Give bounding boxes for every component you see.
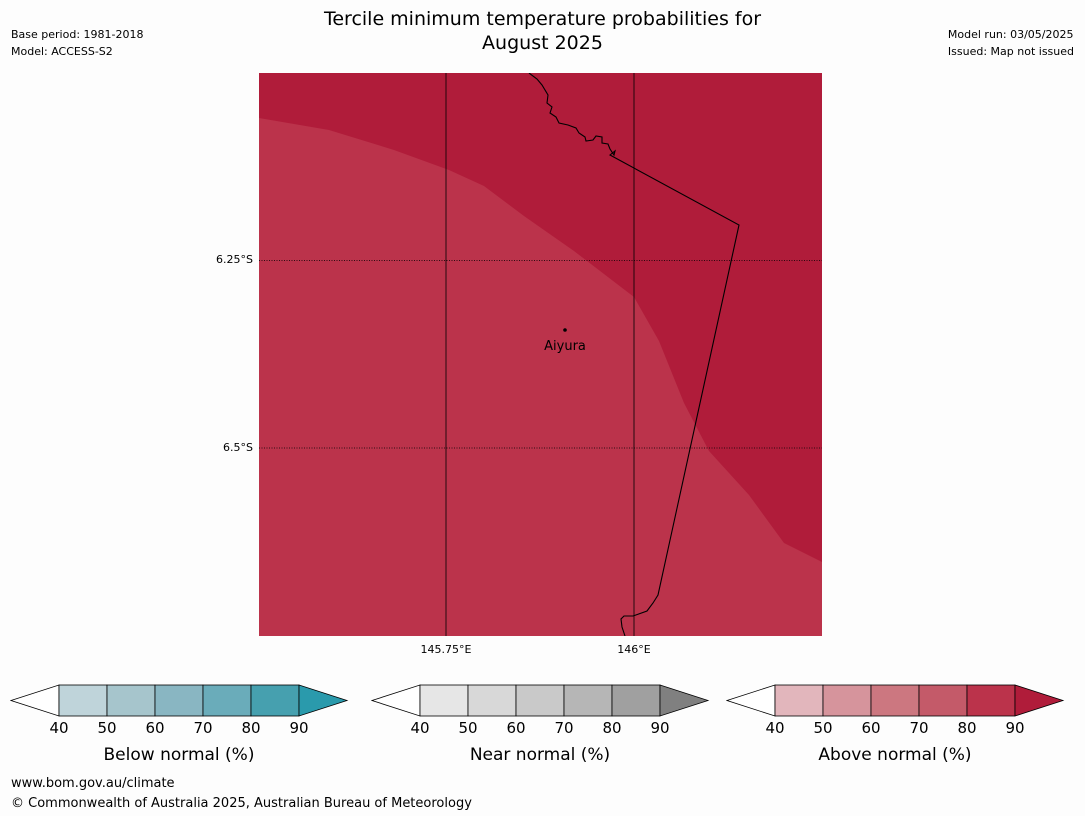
tick-label: 80 — [957, 719, 977, 737]
meta-right: Model run: 03/05/2025 Issued: Map not is… — [948, 26, 1074, 60]
model-run: Model run: 03/05/2025 — [947, 28, 1074, 41]
colorbar-bin — [250, 684, 300, 717]
map-title: Tercile minimum temperature probabilitie… — [0, 7, 1085, 55]
tick-label: 60 — [861, 719, 881, 737]
colorbar-bin — [154, 684, 204, 717]
colorbar-bin — [774, 684, 824, 717]
tick-label: 90 — [650, 719, 670, 737]
colorbar-bin — [58, 684, 108, 717]
legend-near-label: Near normal (%) — [469, 745, 611, 765]
colorbar-bin — [822, 684, 872, 717]
tick-label: 50 — [813, 719, 833, 737]
aiyura-label: Aiyura — [544, 339, 586, 354]
colorbar-extend-low — [371, 684, 421, 717]
tick-label: 50 — [97, 719, 117, 737]
colorbar-extend-high — [659, 684, 710, 717]
colorbar-bin — [419, 684, 469, 717]
colorbar-bin — [106, 684, 156, 717]
colorbar-bin — [515, 684, 565, 717]
aiyura-marker[interactable] — [563, 328, 567, 332]
colorbar-above — [726, 684, 1065, 717]
tick-label: 60 — [145, 719, 165, 737]
lon-label-145-75: 145.75°E — [420, 643, 472, 656]
tick-label: 70 — [554, 719, 574, 737]
legend-above-label: Above normal (%) — [818, 745, 972, 765]
colorbar-extend-low — [726, 684, 776, 717]
colorbar-extend-low — [10, 684, 60, 717]
colorbar-bin — [870, 684, 920, 717]
colorbar-near — [371, 684, 710, 717]
colorbar-below — [10, 684, 349, 717]
colorbar-bin — [918, 684, 968, 717]
meta-left: Base period: 1981-2018 Model: ACCESS-S2 — [11, 26, 143, 60]
footer-copyright: © Commonwealth of Australia 2025, Austra… — [11, 796, 472, 811]
lon-label-146: 146°E — [617, 643, 651, 656]
lat-label-6-25: 6.25°S — [216, 253, 253, 266]
colorbar-extend-high — [1014, 684, 1065, 717]
tick-label: 40 — [410, 719, 430, 737]
footer: www.bom.gov.au/climate © Commonwealth of… — [11, 774, 472, 814]
tick-label: 50 — [458, 719, 478, 737]
coastline-border — [528, 73, 740, 636]
lat-label-6-5: 6.5°S — [223, 441, 253, 454]
footer-url[interactable]: www.bom.gov.au/climate — [11, 776, 175, 791]
tick-label: 70 — [193, 719, 213, 737]
colorbar-bin — [611, 684, 661, 717]
tick-label: 40 — [765, 719, 785, 737]
model-name: Model: ACCESS-S2 — [11, 45, 113, 58]
tick-label: 80 — [241, 719, 261, 737]
base-period: Base period: 1981-2018 — [11, 28, 144, 41]
colorbar-bin — [563, 684, 613, 717]
tick-label: 80 — [602, 719, 622, 737]
title-line-1: Tercile minimum temperature probabilitie… — [323, 8, 762, 30]
tick-label: 70 — [909, 719, 929, 737]
tick-label: 90 — [1005, 719, 1025, 737]
colorbar-bin — [202, 684, 252, 717]
legend-below-label: Below normal (%) — [103, 745, 255, 765]
tick-label: 40 — [49, 719, 69, 737]
colorbar-bin — [966, 684, 1016, 717]
colorbar-extend-high — [298, 684, 349, 717]
tick-label: 60 — [506, 719, 526, 737]
region-70-80 — [259, 118, 822, 636]
map-panel[interactable]: Aiyura — [259, 73, 822, 636]
issued-status: Issued: Map not issued — [947, 45, 1074, 58]
colorbar-bin — [467, 684, 517, 717]
title-line-2: August 2025 — [482, 32, 603, 54]
tick-label: 90 — [289, 719, 309, 737]
